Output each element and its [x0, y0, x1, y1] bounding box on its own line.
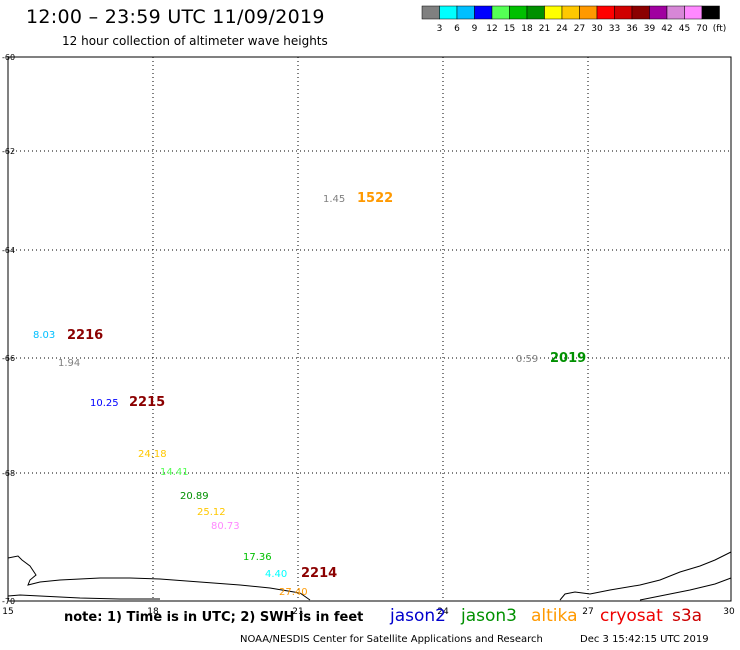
legend-swatch: [474, 5, 493, 20]
wave-height-label: 1.45: [323, 194, 345, 205]
legend-label: 70: [696, 24, 708, 34]
wave-height-label: 14.41: [160, 467, 189, 478]
pass-time-label: 1522: [357, 191, 393, 206]
legend-swatch: [421, 5, 440, 20]
legend-label: 33: [609, 24, 620, 34]
pass-time-label: 2216: [67, 328, 103, 343]
color-scale-legend: 3 6 9 12 15 18 21 24 27 30 33 36 39 42 45 70 (ft): [421, 5, 727, 34]
coastline-east: [559, 551, 732, 601]
legend-swatch: [509, 5, 528, 20]
wave-height-label: 80.73: [211, 521, 240, 532]
altimeter-observations: 1.45 1522 8.03 2216 1.94 0.59 2019 10.25 2215 24.…: [33, 191, 586, 598]
map-gridlines: [8, 57, 731, 601]
pass-time-label: 2019: [550, 351, 586, 366]
coastline-west-2: [7, 594, 160, 600]
map-frame: [7, 56, 732, 602]
mission-altika: altika: [531, 606, 578, 626]
legend-label: 12: [486, 24, 497, 34]
wave-height-label: 4.40: [265, 569, 287, 580]
pass-time-label: 2214: [301, 566, 337, 581]
legend-label: 6: [454, 24, 460, 34]
chart-subtitle: 12 hour collection of altimeter wave hei…: [62, 34, 328, 48]
legend-swatch: [701, 5, 720, 20]
coastline-west: [7, 555, 311, 601]
legend-label: 42: [661, 24, 672, 34]
legend-label: 45: [679, 24, 690, 34]
legend-label: 27: [574, 24, 585, 34]
legend-swatch: [596, 5, 615, 20]
mission-s3a: s3a: [672, 606, 703, 626]
legend-label: 24: [556, 24, 568, 34]
legend-swatch: [491, 5, 510, 20]
legend-swatch: [631, 5, 650, 20]
legend-label: 3: [437, 24, 443, 34]
chart-title: 12:00 – 23:59 UTC 11/09/2019: [26, 6, 325, 28]
x-tick-label: 18: [147, 607, 159, 617]
legend-swatch: [544, 5, 563, 20]
legend-label: 9: [472, 24, 478, 34]
wave-height-label: 0.59: [516, 354, 538, 365]
legend-label: 18: [521, 24, 533, 34]
wave-height-label: 1.94: [58, 358, 80, 369]
y-tick-label: -68: [2, 469, 15, 478]
wave-height-label: 27.40: [279, 587, 308, 598]
legend-label: 15: [504, 24, 515, 34]
legend-swatch: [614, 5, 633, 20]
mission-jason3: jason3: [461, 606, 517, 626]
legend-swatch: [439, 5, 458, 20]
axis-tick-labels: 15 18 21 24 27 30 -60 -62 -64 -66 -68 -70: [2, 53, 735, 617]
wave-height-label: 20.89: [180, 491, 209, 502]
wave-height-label: 25.12: [197, 507, 226, 518]
legend-swatch: [666, 5, 685, 20]
coastline-east-2: [639, 577, 732, 601]
legend-label: 36: [626, 24, 638, 34]
legend-swatch: [561, 5, 580, 20]
y-tick-label: -70: [2, 597, 15, 606]
wave-height-label: 10.25: [90, 398, 119, 409]
x-tick-label: 24: [437, 607, 449, 617]
x-tick-label: 21: [292, 607, 303, 617]
antarctic-coastline: [7, 551, 732, 601]
legend-label: 39: [644, 24, 656, 34]
legend-swatch: [579, 5, 598, 20]
y-tick-label: -64: [2, 246, 15, 255]
y-tick-label: -66: [2, 354, 15, 363]
pass-time-label: 2215: [129, 395, 165, 410]
legend-swatch: [456, 5, 475, 20]
legend-label: 21: [539, 24, 550, 34]
legend-swatch: [526, 5, 545, 20]
footer-credit: NOAA/NESDIS Center for Satellite Applica…: [240, 634, 543, 645]
mission-cryosat: cryosat: [600, 606, 663, 626]
wave-height-label: 24.18: [138, 449, 167, 460]
wave-height-label: 8.03: [33, 330, 55, 341]
legend-swatch: [684, 5, 703, 20]
legend-label: 30: [591, 24, 603, 34]
footer-note: note: 1) Time is in UTC; 2) SWH is in fe…: [64, 610, 364, 625]
y-tick-label: -62: [2, 147, 15, 156]
x-tick-label: 15: [2, 607, 13, 617]
legend-label: (ft): [713, 24, 727, 34]
footer-timestamp: Dec 3 15:42:15 UTC 2019: [580, 634, 709, 645]
mission-jason2: jason2: [390, 606, 446, 626]
legend-swatch: [649, 5, 668, 20]
x-tick-label: 30: [723, 607, 735, 617]
wave-height-label: 17.36: [243, 552, 272, 563]
x-tick-label: 27: [582, 607, 593, 617]
y-tick-label: -60: [2, 53, 15, 62]
